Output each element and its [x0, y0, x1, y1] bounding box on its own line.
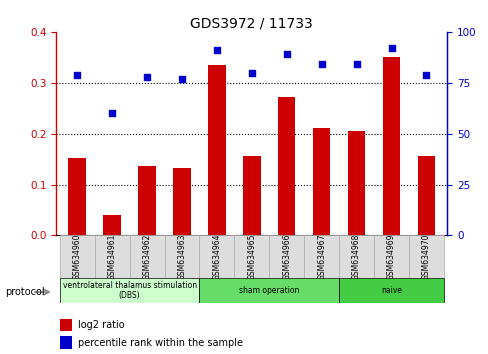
Text: GSM634964: GSM634964	[212, 233, 221, 280]
Text: GSM634962: GSM634962	[142, 233, 151, 280]
Bar	[129, 235, 164, 278]
Point	[213, 47, 221, 53]
Bar	[173, 168, 190, 235]
Point	[422, 72, 429, 78]
Text: GSM634967: GSM634967	[317, 233, 325, 280]
Bar	[312, 127, 330, 235]
Bar	[60, 336, 72, 349]
Point	[108, 110, 116, 116]
Point	[73, 72, 81, 78]
Text: GSM634966: GSM634966	[282, 233, 291, 280]
Text: percentile rank within the sample: percentile rank within the sample	[78, 338, 242, 348]
Text: GSM634968: GSM634968	[351, 233, 360, 280]
Bar	[417, 155, 434, 235]
Text: GSM634965: GSM634965	[247, 233, 256, 280]
Bar	[68, 158, 86, 235]
Text: GSM634969: GSM634969	[386, 233, 395, 280]
Point	[143, 74, 151, 80]
Text: GSM634970: GSM634970	[421, 233, 430, 280]
Bar	[199, 235, 234, 278]
Point	[247, 70, 255, 75]
Text: ventrolateral thalamus stimulation
(DBS): ventrolateral thalamus stimulation (DBS)	[62, 281, 196, 300]
Text: log2 ratio: log2 ratio	[78, 320, 124, 330]
Text: GSM634961: GSM634961	[107, 233, 116, 280]
Bar	[234, 235, 269, 278]
Bar	[138, 166, 156, 235]
Text: GSM634960: GSM634960	[73, 233, 81, 280]
Bar	[269, 235, 304, 278]
Bar	[339, 278, 443, 303]
Point	[317, 62, 325, 67]
Bar	[60, 319, 72, 331]
Bar	[60, 235, 95, 278]
Bar	[408, 235, 443, 278]
Text: sham operation: sham operation	[239, 286, 299, 295]
Point	[352, 62, 360, 67]
Point	[178, 76, 185, 81]
Bar	[60, 278, 199, 303]
Bar	[103, 215, 121, 235]
Bar	[199, 278, 339, 303]
Bar	[347, 131, 365, 235]
Bar	[164, 235, 199, 278]
Text: protocol: protocol	[5, 287, 44, 297]
Bar	[95, 235, 129, 278]
Title: GDS3972 / 11733: GDS3972 / 11733	[190, 17, 313, 31]
Bar	[208, 65, 225, 235]
Point	[387, 45, 395, 51]
Point	[282, 51, 290, 57]
Bar	[304, 235, 339, 278]
Bar	[382, 57, 400, 235]
Text: naive: naive	[380, 286, 401, 295]
Bar	[339, 235, 373, 278]
Bar	[373, 235, 408, 278]
Bar	[243, 155, 260, 235]
Text: GSM634963: GSM634963	[177, 233, 186, 280]
Bar	[278, 97, 295, 235]
